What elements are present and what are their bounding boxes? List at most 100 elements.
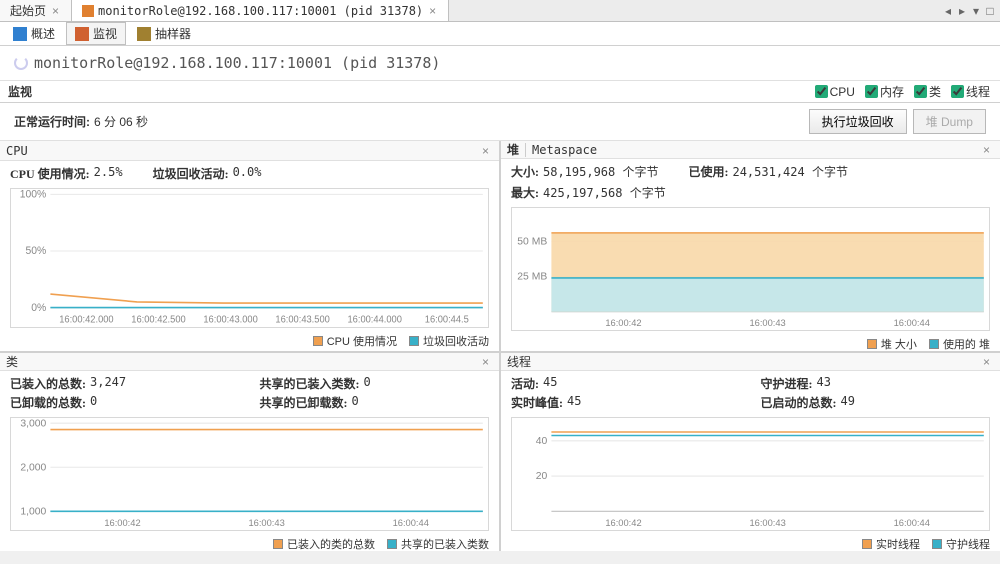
swatch xyxy=(929,339,939,349)
svg-text:16:00:42.500: 16:00:42.500 xyxy=(131,315,185,326)
checkbox[interactable] xyxy=(914,85,927,98)
svg-text:16:00:42.000: 16:00:42.000 xyxy=(59,315,113,326)
monitor-row: 监视 CPU 内存 类 线程 xyxy=(0,81,1000,103)
maximize-icon[interactable]: □ xyxy=(984,4,996,18)
check-mem[interactable]: 内存 xyxy=(865,83,904,100)
thread-stats: 活动:45 守护进程:43 实时峰值:45 已启动的总数:49 xyxy=(501,371,1000,415)
close-icon[interactable]: × xyxy=(427,4,438,18)
swatch xyxy=(387,539,397,549)
svg-text:40: 40 xyxy=(536,436,548,447)
heap-dump-button[interactable]: 堆 Dump xyxy=(913,109,986,134)
swatch xyxy=(409,336,419,346)
svg-text:16:00:43: 16:00:43 xyxy=(248,518,284,528)
heap-stats: 大小:58,195,968 个字节 已使用:24,531,424 个字节 最大:… xyxy=(501,159,1000,205)
window-controls: ◂ ▸ ▾ □ xyxy=(942,0,1000,21)
svg-text:50%: 50% xyxy=(26,245,47,257)
thread-chart: 40 20 16:00:42 16:00:43 16:00:44 xyxy=(511,417,990,531)
swatch xyxy=(313,336,323,346)
top-tab-monitor[interactable]: monitorRole@192.168.100.117:10001 (pid 3… xyxy=(72,0,449,21)
divider xyxy=(525,143,526,157)
monitor-icon xyxy=(75,27,89,41)
svg-text:100%: 100% xyxy=(20,189,47,201)
class-legend: 已装入的类的总数 共享的已装入类数 xyxy=(0,533,499,551)
spinner-icon xyxy=(14,56,28,70)
subtab-label: 概述 xyxy=(31,25,55,42)
checkbox[interactable] xyxy=(865,85,878,98)
gc-button[interactable]: 执行垃圾回收 xyxy=(809,109,907,134)
svg-text:16:00:43: 16:00:43 xyxy=(749,518,785,528)
sampler-icon xyxy=(137,27,151,41)
close-icon[interactable]: × xyxy=(478,144,493,158)
top-tab-start[interactable]: 起始页 × xyxy=(0,0,72,21)
svg-text:16:00:42: 16:00:42 xyxy=(605,518,641,528)
class-panel: 类 × 已装入的总数:3,247 共享的已装入类数:0 已卸载的总数:0 共享的… xyxy=(0,353,499,551)
subtab-sampler[interactable]: 抽样器 xyxy=(128,22,200,45)
panel-title: 线程 xyxy=(507,353,531,370)
subtab-label: 抽样器 xyxy=(155,25,191,42)
panel-title: CPU xyxy=(6,144,28,158)
swatch xyxy=(273,539,283,549)
svg-text:16:00:44.000: 16:00:44.000 xyxy=(348,315,402,326)
chart-grid: CPU × CPU 使用情况:2.5% 垃圾回收活动:0.0% 100% 50% 0… xyxy=(0,141,1000,551)
panel-title-b: Metaspace xyxy=(532,143,597,157)
svg-text:1,000: 1,000 xyxy=(20,506,46,517)
svg-text:2,000: 2,000 xyxy=(20,462,46,473)
cpu-chart: 100% 50% 0% 16:00:42.000 16:00:42.500 16:00:4… xyxy=(10,188,489,328)
svg-text:16:00:44: 16:00:44 xyxy=(393,518,429,528)
subtab-overview[interactable]: 概述 xyxy=(4,22,64,45)
svg-text:25 MB: 25 MB xyxy=(517,272,547,283)
check-cpu[interactable]: CPU xyxy=(815,83,855,100)
svg-text:16:00:44.5: 16:00:44.5 xyxy=(425,315,469,326)
heap-chart: 50 MB 25 MB 16:00:42 16:00:43 16:00:44 xyxy=(511,207,990,331)
svg-text:16:00:44: 16:00:44 xyxy=(894,518,930,528)
svg-text:16:00:43.000: 16:00:43.000 xyxy=(203,315,257,326)
class-stats: 已装入的总数:3,247 共享的已装入类数:0 已卸载的总数:0 共享的已卸载数… xyxy=(0,371,499,415)
heap-panel: 堆 Metaspace × 大小:58,195,968 个字节 已使用:24,5… xyxy=(501,141,1000,351)
page-title-bar: monitorRole@192.168.100.117:10001 (pid 3… xyxy=(0,46,1000,81)
swatch xyxy=(862,539,872,549)
uptime-row: 正常运行时间: 6 分 06 秒 执行垃圾回收 堆 Dump xyxy=(0,103,1000,141)
overview-icon xyxy=(13,27,27,41)
swatch xyxy=(867,339,877,349)
chevron-left-icon[interactable]: ◂ xyxy=(942,4,954,18)
close-icon[interactable]: × xyxy=(979,355,994,369)
heap-legend: 堆 大小 使用的 堆 xyxy=(501,333,1000,351)
check-thread[interactable]: 线程 xyxy=(951,83,990,100)
uptime-value: 6 分 06 秒 xyxy=(94,113,148,130)
svg-text:50 MB: 50 MB xyxy=(517,236,547,247)
class-chart: 3,000 2,000 1,000 16:00:42 16:00:43 16:00:44 xyxy=(10,417,489,531)
top-tab-label: monitorRole@192.168.100.117:10001 (pid 3… xyxy=(98,4,423,18)
close-icon[interactable]: × xyxy=(50,4,61,18)
check-class[interactable]: 类 xyxy=(914,83,941,100)
subtabs: 概述 监视 抽样器 xyxy=(0,22,1000,46)
svg-text:16:00:43: 16:00:43 xyxy=(749,318,785,328)
svg-text:20: 20 xyxy=(536,471,548,482)
svg-text:16:00:42: 16:00:42 xyxy=(605,318,641,328)
svg-text:16:00:42: 16:00:42 xyxy=(104,518,140,528)
subtab-label: 监视 xyxy=(93,25,117,42)
svg-text:0%: 0% xyxy=(31,302,47,314)
app-icon xyxy=(82,5,94,17)
panel-title: 堆 xyxy=(507,141,519,158)
check-group: CPU 内存 类 线程 xyxy=(815,83,1000,100)
thread-legend: 实时线程 守护线程 xyxy=(501,533,1000,551)
cpu-legend: CPU 使用情况 垃圾回收活动 xyxy=(0,330,499,351)
close-icon[interactable]: × xyxy=(979,143,994,157)
svg-text:16:00:44: 16:00:44 xyxy=(894,318,930,328)
top-tab-label: 起始页 xyxy=(10,2,46,19)
page-title: monitorRole@192.168.100.117:10001 (pid 3… xyxy=(34,54,440,72)
section-label: 监视 xyxy=(0,83,40,100)
subtab-monitor[interactable]: 监视 xyxy=(66,22,126,45)
top-tabs: 起始页 × monitorRole@192.168.100.117:10001 … xyxy=(0,0,1000,22)
uptime-label: 正常运行时间: xyxy=(14,113,90,130)
chevron-right-icon[interactable]: ▸ xyxy=(956,4,968,18)
svg-text:3,000: 3,000 xyxy=(20,418,46,429)
close-icon[interactable]: × xyxy=(478,355,493,369)
dropdown-icon[interactable]: ▾ xyxy=(970,4,982,18)
swatch xyxy=(932,539,942,549)
checkbox[interactable] xyxy=(951,85,964,98)
cpu-stats: CPU 使用情况:2.5% 垃圾回收活动:0.0% xyxy=(0,161,499,186)
panel-title: 类 xyxy=(6,353,18,370)
cpu-panel: CPU × CPU 使用情况:2.5% 垃圾回收活动:0.0% 100% 50% 0… xyxy=(0,141,499,351)
checkbox[interactable] xyxy=(815,85,828,98)
